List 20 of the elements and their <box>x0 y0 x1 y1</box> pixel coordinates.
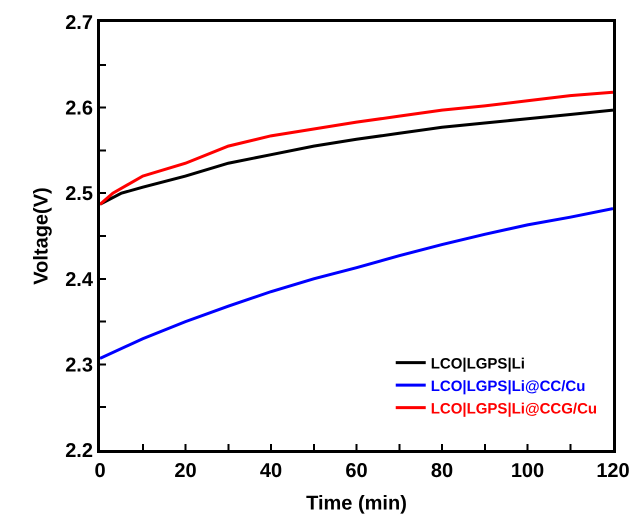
x-tick-label: 60 <box>345 460 368 482</box>
y-axis-title: Voltage(V) <box>30 187 53 285</box>
x-tick-label: 0 <box>94 460 106 482</box>
y-tick-label: 2.6 <box>65 98 93 120</box>
x-tick-label: 80 <box>430 460 454 482</box>
y-tick-label: 2.7 <box>65 12 93 34</box>
y-tick-label: 2.3 <box>65 354 93 376</box>
line-series <box>100 90 613 206</box>
x-tick-label: 100 <box>510 460 544 482</box>
y-tick-label: 2.2 <box>65 440 93 462</box>
x-axis-title: Time (min) <box>306 492 407 514</box>
x-tick-label: 120 <box>596 460 630 482</box>
legend-label: LCO|LGPS|Li@CCG/Cu <box>430 400 598 418</box>
legend-label: LCO|LGPS|Li@CC/Cu <box>430 378 586 395</box>
y-tick-label: 2.5 <box>65 183 93 206</box>
x-tick-label: 20 <box>174 460 197 482</box>
line-series <box>100 108 613 206</box>
legend-label: LCO|LGPS|Li <box>430 355 525 372</box>
y-tick-label: 2.4 <box>65 268 94 291</box>
x-tick-label: 40 <box>260 460 282 482</box>
